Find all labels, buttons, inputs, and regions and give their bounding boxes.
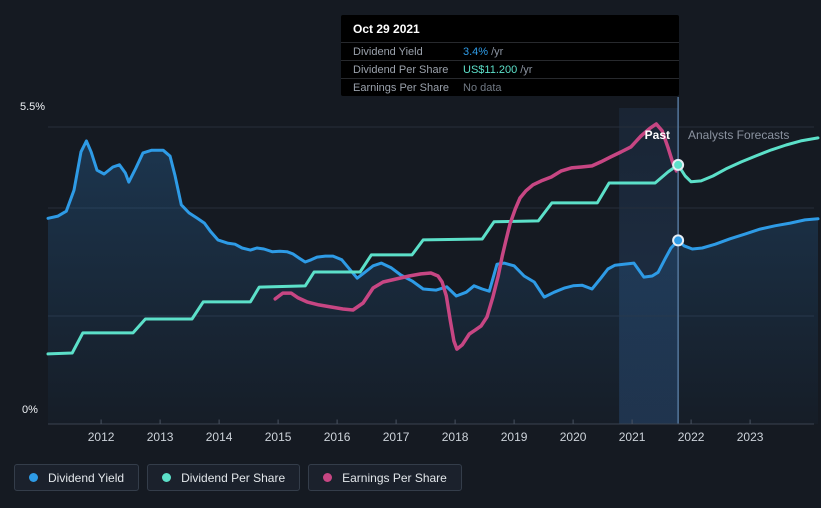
tooltip-value: US$11.200	[463, 64, 518, 76]
dividend_yield-line	[46, 139, 820, 299]
legend-item-dividend-yield[interactable]: Dividend Yield	[14, 464, 140, 491]
chart-tooltip: Oct 29 2021 Dividend Yield 3.4% /yr Divi…	[341, 15, 679, 96]
analysts-forecasts-annotation: Analysts Forecasts	[688, 128, 790, 142]
year-label: 2021	[619, 430, 646, 444]
legend-label: Dividend Yield	[48, 470, 125, 485]
tooltip-value: No data	[463, 82, 502, 94]
legend-label: Dividend Per Share	[181, 470, 286, 485]
year-label: 2012	[88, 430, 115, 444]
tooltip-date: Oct 29 2021	[353, 22, 420, 36]
legend-item-earnings-per-share[interactable]: Earnings Per Share	[308, 464, 462, 491]
tooltip-unit: /yr	[520, 64, 533, 76]
earnings_per_share-line	[273, 122, 679, 351]
dividend_yield-marker[interactable]	[672, 234, 685, 247]
year-label: 2014	[206, 430, 233, 444]
year-label: 2016	[324, 430, 351, 444]
series-lines	[46, 122, 820, 356]
chart-legend: Dividend Yield Dividend Per Share Earnin…	[14, 464, 462, 491]
year-label: 2015	[265, 430, 292, 444]
y-axis-max-label: 5.5%	[20, 101, 46, 113]
tooltip-row-earnings-per-share: Earnings Per Share No data	[341, 78, 679, 96]
x-axis-ticks	[100, 419, 751, 424]
year-label: 2018	[442, 430, 469, 444]
x-axis-year-labels: 2012 2013 2014 2015 2016 2017 2018 2019 2020 2021…	[88, 430, 764, 444]
dividend-yield-area	[48, 141, 818, 424]
tooltip-value: 3.4%	[463, 46, 489, 58]
dividend-per-share-dot-icon	[162, 473, 172, 482]
dividend_per_share-marker[interactable]	[672, 158, 685, 171]
dividend_per_share-line	[46, 136, 820, 356]
hover-markers	[672, 158, 685, 247]
tooltip-row-dividend-per-share: Dividend Per Share US$11.200 /yr	[341, 60, 679, 78]
tooltip-row-dividend-yield: Dividend Yield 3.4% /yr	[341, 42, 679, 60]
tooltip-label: Dividend Yield	[353, 46, 423, 58]
year-label: 2019	[501, 430, 528, 444]
year-label: 2020	[560, 430, 587, 444]
tooltip-label: Dividend Per Share	[353, 64, 449, 76]
earnings-per-share-dot-icon	[323, 473, 333, 482]
tooltip-label: Earnings Per Share	[353, 82, 449, 94]
year-label: 2023	[737, 430, 764, 444]
legend-item-dividend-per-share[interactable]: Dividend Per Share	[147, 464, 301, 491]
past-annotation: Past	[644, 128, 670, 142]
legend-label: Earnings Per Share	[342, 470, 447, 485]
year-label: 2013	[147, 430, 174, 444]
tooltip-unit: /yr	[491, 46, 504, 58]
year-label: 2017	[383, 430, 410, 444]
year-label: 2022	[678, 430, 705, 444]
y-axis-min-label: 0%	[22, 404, 38, 416]
dividend-yield-dot-icon	[29, 473, 38, 482]
chart-canvas[interactable]: 2012 2013 2014 2015 2016 2017 2018 2019 2020 2021…	[0, 0, 821, 460]
